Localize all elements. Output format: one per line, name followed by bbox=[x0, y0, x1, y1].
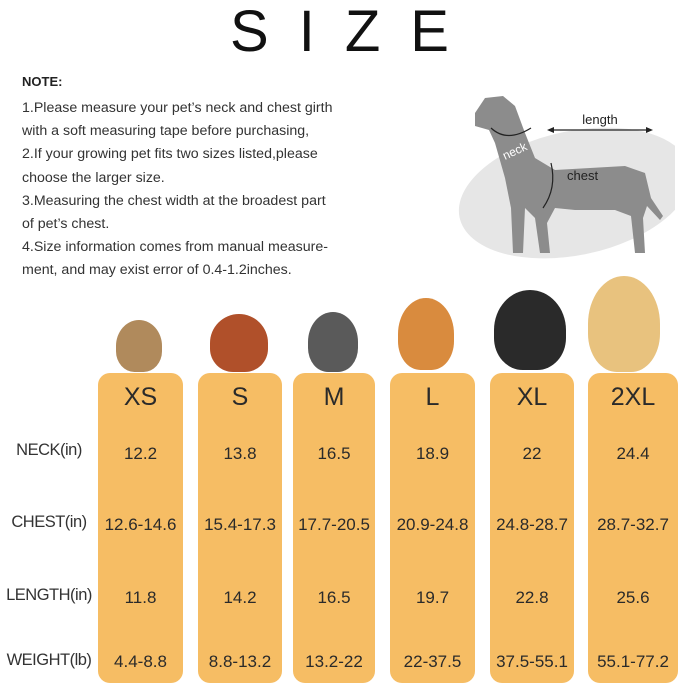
size-header: M bbox=[323, 383, 345, 411]
size-header: XL bbox=[516, 383, 548, 411]
row-label-weight: WEIGHT(lb) bbox=[6, 651, 92, 669]
cell-length: 16.5 bbox=[317, 588, 351, 607]
cell-neck: 18.9 bbox=[415, 444, 450, 463]
cell-weight: 13.2-22 bbox=[305, 652, 363, 671]
cell-length: 11.8 bbox=[124, 588, 157, 607]
cell-weight: 4.4-8.8 bbox=[114, 652, 167, 671]
cell-weight: 22-37.5 bbox=[403, 652, 462, 671]
note-line: 4.Size information comes from manual mea… bbox=[22, 239, 328, 256]
cell-neck: 22 bbox=[522, 444, 542, 463]
cell-chest: 28.7-32.7 bbox=[597, 515, 669, 534]
cell-length: 14.2 bbox=[223, 588, 257, 607]
note-line: 1.Please measure your pet’s neck and che… bbox=[22, 100, 333, 116]
cell-length: 22.8 bbox=[515, 588, 549, 607]
note-line: 3.Measuring the chest width at the broad… bbox=[22, 192, 326, 209]
cell-chest: 24.8-28.7 bbox=[496, 515, 568, 534]
chest-line bbox=[542, 162, 554, 209]
row-label-chest: CHEST(in) bbox=[11, 513, 87, 531]
note-line: 2.If your growing pet fits two sizes lis… bbox=[22, 146, 318, 163]
dog-measurement-diagram: length neck chest bbox=[458, 96, 675, 259]
cell-weight: 8.8-13.2 bbox=[208, 652, 272, 671]
poodle-photo bbox=[210, 314, 268, 372]
cell-neck: 16.5 bbox=[317, 444, 351, 463]
border-collie-photo bbox=[494, 290, 566, 370]
size-column-m: M 16.5 17.7-20.5 16.5 13.2-22 bbox=[293, 373, 375, 683]
golden-retriever-photo bbox=[588, 276, 660, 372]
chest-label: chest bbox=[567, 168, 598, 183]
size-column-l: L 18.9 20.9-24.8 19.7 22-37.5 bbox=[390, 373, 475, 683]
dog-silhouette-icon bbox=[475, 96, 663, 253]
cell-chest: 17.7-20.5 bbox=[298, 515, 370, 534]
size-header: XS bbox=[123, 383, 158, 411]
row-label-length: LENGTH(in) bbox=[6, 586, 92, 604]
cell-neck: 12.2 bbox=[123, 444, 158, 463]
cell-weight: 55.1-77.2 bbox=[597, 652, 669, 671]
cell-neck: 24.4 bbox=[616, 444, 650, 463]
size-column-2xl: 2XL 24.4 28.7-32.7 25.6 55.1-77.2 bbox=[588, 373, 678, 683]
cell-neck: 13.8 bbox=[223, 444, 257, 463]
shiba-photo bbox=[398, 298, 454, 370]
row-label-neck: NECK(in) bbox=[16, 441, 82, 459]
size-column-xs: XS 12.2 12.6-14.6 11.8 4.4-8.8 bbox=[98, 373, 183, 683]
cell-weight: 37.5-55.1 bbox=[496, 652, 568, 671]
size-column-s: S 13.8 15.4-17.3 14.2 8.8-13.2 bbox=[198, 373, 282, 683]
length-label: length bbox=[582, 112, 617, 127]
note-line: ment, and may exist error of 0.4-1.2inch… bbox=[22, 262, 292, 279]
size-column-xl: XL 22 24.8-28.7 22.8 37.5-55.1 bbox=[490, 373, 574, 683]
cell-chest: 12.6-14.6 bbox=[104, 515, 177, 534]
note-line: with a soft measuring tape before purcha… bbox=[22, 123, 310, 140]
note-line: of pet’s chest. bbox=[22, 216, 110, 233]
yorkie-photo bbox=[116, 320, 162, 372]
note-line: choose the larger size. bbox=[22, 169, 165, 186]
note-list: 1.Please measure your pet’s neck and che… bbox=[22, 97, 382, 283]
size-header: L bbox=[425, 383, 440, 411]
schnauzer-photo bbox=[308, 312, 358, 372]
size-header: S bbox=[231, 383, 249, 411]
note-heading: NOTE: bbox=[22, 74, 63, 89]
cell-length: 19.7 bbox=[415, 588, 450, 607]
cell-chest: 15.4-17.3 bbox=[204, 515, 276, 534]
cell-length: 25.6 bbox=[616, 588, 650, 607]
size-header: 2XL bbox=[610, 383, 656, 411]
neck-line bbox=[490, 127, 532, 137]
cell-chest: 20.9-24.8 bbox=[396, 515, 469, 534]
page-title: SIZE bbox=[230, 0, 479, 64]
